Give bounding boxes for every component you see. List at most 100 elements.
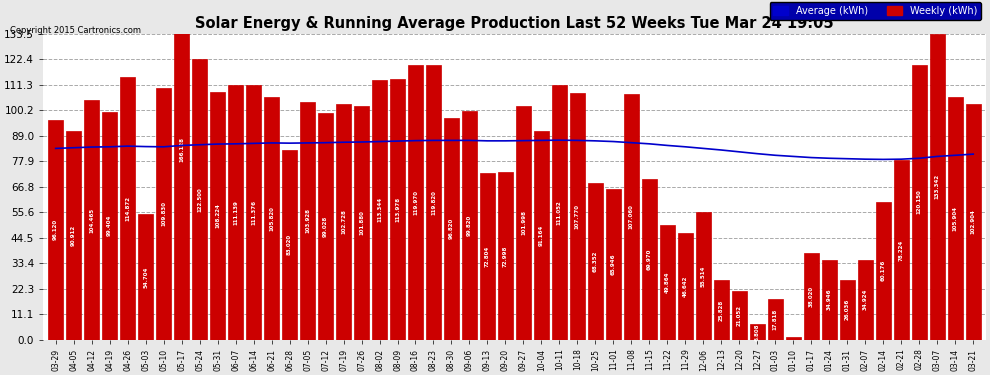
Bar [822,260,837,339]
Text: 38.020: 38.020 [809,285,814,307]
Bar [732,291,747,339]
Text: 107.060: 107.060 [629,205,634,230]
Text: 34.946: 34.946 [827,289,832,310]
Bar [947,97,963,339]
Text: 99.028: 99.028 [323,216,328,237]
Text: 111.052: 111.052 [557,200,562,225]
Bar [102,112,117,339]
Text: 101.880: 101.880 [359,210,364,236]
Bar [696,213,711,339]
Text: 25.828: 25.828 [719,299,724,321]
Text: 78.224: 78.224 [899,239,904,261]
Text: 96.820: 96.820 [449,218,454,239]
Bar [444,118,459,339]
Text: 65.946: 65.946 [611,254,616,275]
Bar [353,106,369,339]
Bar [300,102,315,339]
Bar [534,131,549,339]
Bar [588,183,603,339]
Bar [624,94,639,339]
Bar [66,132,81,339]
Bar [749,324,765,339]
Text: 104.465: 104.465 [89,207,94,232]
Bar [498,172,513,339]
Bar [156,88,171,339]
Bar [228,85,244,339]
Bar [282,150,297,339]
Text: 102.904: 102.904 [971,209,976,234]
Text: 54.704: 54.704 [144,266,148,288]
Bar [930,34,944,339]
Text: 108.224: 108.224 [215,203,220,228]
Bar [84,100,99,339]
Bar [461,111,477,339]
Bar [318,113,334,339]
Text: 105.904: 105.904 [952,206,957,231]
Text: 102.728: 102.728 [341,210,346,234]
Text: Copyright 2015 Cartronics.com: Copyright 2015 Cartronics.com [10,26,141,35]
Bar [551,86,567,339]
Text: 103.928: 103.928 [305,208,310,233]
Text: 68.352: 68.352 [593,251,598,272]
Text: 113.978: 113.978 [395,196,400,222]
Bar [678,233,693,339]
Bar [390,79,405,339]
Bar [210,92,226,339]
Text: 111.139: 111.139 [233,200,238,225]
Text: 60.176: 60.176 [881,260,886,281]
Text: 55.514: 55.514 [701,266,706,287]
Text: 91.164: 91.164 [539,225,544,246]
Bar [804,252,819,339]
Text: 107.770: 107.770 [575,204,580,229]
Text: 133.342: 133.342 [935,174,940,200]
Text: 26.036: 26.036 [844,299,849,320]
Text: 114.872: 114.872 [125,196,130,220]
Bar [570,93,585,339]
Bar [659,225,675,339]
Text: 90.912: 90.912 [71,225,76,246]
Text: 109.830: 109.830 [161,201,166,226]
Title: Solar Energy & Running Average Production Last 52 Weeks Tue Mar 24 19:05: Solar Energy & Running Average Productio… [195,16,834,32]
Bar [606,189,621,339]
Bar [336,104,351,339]
Text: 166.128: 166.128 [179,137,184,162]
Bar [174,0,189,339]
Text: 111.376: 111.376 [251,200,256,225]
Bar [875,202,891,339]
Bar [264,98,279,339]
Bar [426,65,442,339]
Bar [786,337,801,339]
Text: 122.500: 122.500 [197,187,202,212]
Bar [894,160,909,339]
Bar [516,106,531,339]
Legend: Average (kWh), Weekly (kWh): Average (kWh), Weekly (kWh) [769,2,981,20]
Bar [714,280,729,339]
Text: 105.820: 105.820 [269,206,274,231]
Text: 83.020: 83.020 [287,234,292,255]
Bar [642,179,657,339]
Text: 96.120: 96.120 [53,219,58,240]
Bar [767,299,783,339]
Bar [840,280,855,339]
Bar [138,214,153,339]
Text: 72.998: 72.998 [503,245,508,267]
Bar [192,59,207,339]
Text: 72.804: 72.804 [485,246,490,267]
Text: 99.820: 99.820 [467,214,472,236]
Text: 46.642: 46.642 [683,276,688,297]
Bar [246,85,261,339]
Bar [912,64,927,339]
Text: 34.924: 34.924 [863,289,868,310]
Text: 119.970: 119.970 [413,190,418,215]
Text: 69.970: 69.970 [646,249,651,270]
Bar [408,65,423,339]
Bar [372,80,387,339]
Text: 119.820: 119.820 [431,190,436,215]
Bar [120,76,136,339]
Text: 21.052: 21.052 [737,305,742,326]
Text: 17.818: 17.818 [773,309,778,330]
Text: 113.344: 113.344 [377,197,382,222]
Bar [480,173,495,339]
Bar [857,260,873,339]
Bar [965,104,981,339]
